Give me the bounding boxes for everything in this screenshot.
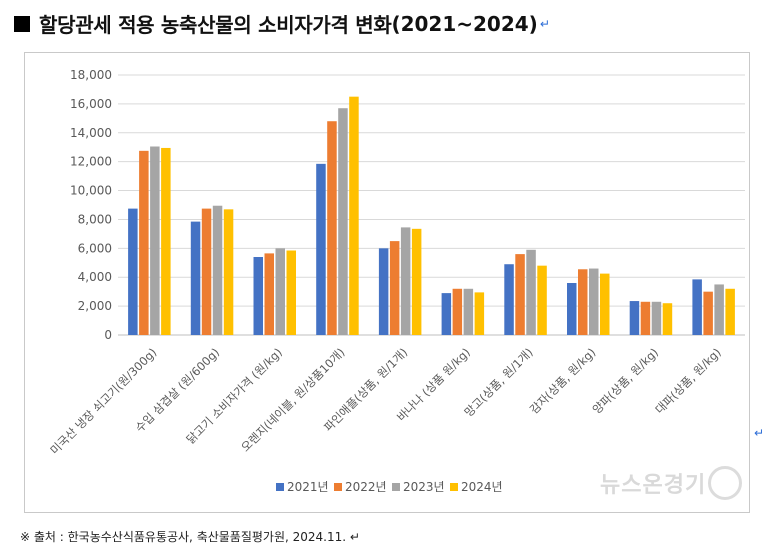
chart-frame: 18,000 16,000 14,000 12,000 10,000 8,000 6,000… [24, 52, 750, 513]
bar [223, 209, 234, 335]
y-tick-label: 2,000 [78, 299, 112, 313]
y-tick-label: 10,000 [70, 184, 112, 198]
y-tick-label: 16,000 [70, 97, 112, 111]
bar [578, 269, 588, 335]
bar [600, 273, 610, 335]
bar [212, 205, 223, 335]
x-tick-label: 양파(상품, 원/kg) [590, 345, 661, 416]
legend-swatch [276, 483, 284, 491]
bar [441, 293, 452, 335]
bar [128, 208, 138, 335]
y-tick-label: 12,000 [70, 155, 112, 169]
bar [504, 264, 514, 335]
y-tick-label: 14,000 [70, 126, 112, 140]
y-tick-label: 0 [104, 328, 112, 342]
bar [201, 208, 212, 335]
bar [474, 292, 485, 335]
bar [662, 303, 673, 335]
bar [286, 250, 296, 335]
bar [452, 288, 463, 335]
bar [411, 228, 422, 335]
paragraph-mark-icon: ↵ [754, 426, 765, 440]
legend-swatch [392, 483, 400, 491]
bar [150, 146, 160, 335]
bar [651, 301, 662, 335]
bar [349, 96, 359, 335]
bar [190, 221, 201, 335]
bar [714, 284, 724, 335]
bar [253, 257, 263, 335]
watermark: 뉴스온경기 [600, 466, 743, 500]
legend-label: 2022년 [345, 480, 387, 494]
bar [725, 288, 735, 335]
legend-swatch [334, 483, 342, 491]
bar [161, 147, 171, 335]
x-tick-label: 감자(상품, 원/kg) [527, 345, 598, 416]
watermark-text: 뉴스온경기 [600, 473, 707, 498]
legend-swatch [450, 483, 458, 491]
bar [389, 241, 400, 335]
legend-label: 2021년 [287, 480, 329, 494]
paragraph-mark-icon: ↵ [539, 16, 550, 31]
bar [692, 279, 702, 335]
bar [327, 121, 337, 335]
bar [640, 301, 651, 335]
watermark-logo-icon [708, 466, 743, 500]
bar [463, 288, 474, 335]
bar [515, 254, 525, 335]
bar [338, 108, 348, 335]
y-tick-label: 6,000 [78, 241, 112, 255]
bar [526, 249, 536, 335]
legend-label: 2023년 [403, 480, 445, 494]
bar [316, 163, 326, 335]
y-tick-label: 4,000 [78, 270, 112, 284]
x-tick-label: 망고(상품, 원/1개) [461, 345, 535, 419]
page-title: 할당관세 적용 농축산물의 소비자가격 변화 (2021~2024) ↵ [14, 9, 550, 38]
legend-label: 2024년 [461, 480, 503, 494]
title-square-icon [14, 15, 30, 32]
bar [703, 291, 713, 335]
x-tick-label: 대파(상품, 원/kg) [652, 345, 723, 416]
title-period: (2021~2024) [391, 11, 538, 36]
bar [264, 253, 274, 335]
bar [537, 265, 547, 335]
bar [589, 268, 599, 335]
bar [400, 227, 411, 335]
y-tick-label: 18,000 [70, 68, 112, 82]
bar [629, 301, 640, 335]
y-tick-label: 8,000 [78, 212, 112, 226]
bar [139, 150, 149, 335]
title-text: 할당관세 적용 농축산물의 소비자가격 변화 [39, 13, 392, 37]
bar-chart: 18,000 16,000 14,000 12,000 10,000 8,000 6,000… [47, 68, 745, 494]
footnote: ※ 출처 : 한국농수산식품유통공사, 축산물품질평가원, 2024.11. ↵ [20, 530, 360, 544]
bar [275, 248, 285, 335]
bar [378, 248, 389, 335]
x-tick-label: 미국산 냉장 쇠고기(원/300g) [47, 345, 159, 457]
x-tick-label: 오렌지(네이블, 원/상품10개) [238, 345, 347, 454]
bar [567, 283, 577, 335]
